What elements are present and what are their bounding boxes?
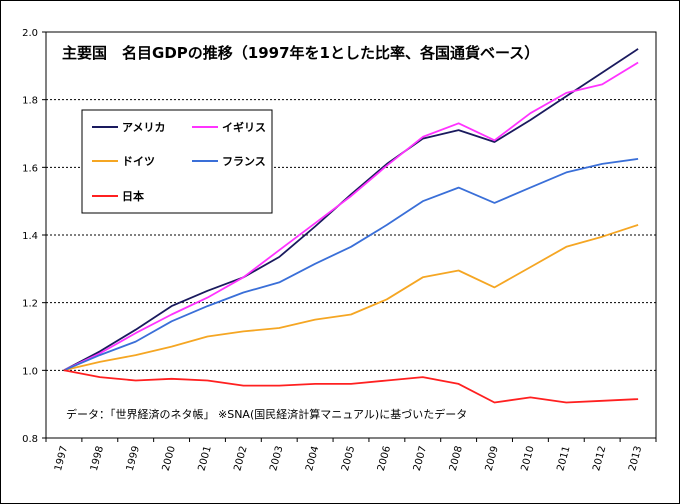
x-tick-label: 1998	[89, 445, 106, 472]
x-tick-label: 2011	[555, 445, 572, 472]
series-line	[63, 48, 639, 372]
series-line	[63, 369, 639, 404]
y-tick-label: 1.2	[22, 299, 38, 310]
x-tick-label: 1997	[53, 445, 70, 472]
legend-label: ドイツ	[122, 155, 155, 168]
series-line	[63, 61, 639, 372]
legend-label: イギリス	[222, 120, 266, 134]
y-axis-ticks: 2.0 1.8 1.6 1.4 1.2 1.0 0.8	[22, 28, 46, 445]
series-lines	[63, 48, 639, 404]
legend-label: フランス	[222, 155, 266, 168]
x-tick-label: 2001	[197, 445, 214, 472]
y-tick-label: 1.4	[22, 231, 38, 242]
y-tick-label: 1.8	[22, 96, 38, 107]
y-tick-label: 1.6	[22, 163, 38, 174]
x-tick-label: 2008	[448, 445, 465, 472]
chart-title: 主要国 名目GDPの推移（1997年を1とした比率、各国通貨ベース）	[62, 44, 539, 62]
y-tick-label: 2.0	[22, 28, 38, 39]
series-line	[63, 158, 639, 372]
x-axis-ticks: 1997 1998 1999 2000 2001 2002 2003 2004 2005 2006…	[45, 438, 657, 472]
x-tick-label: 2004	[304, 445, 321, 472]
x-tick-label: 2003	[268, 445, 285, 472]
x-tick-label: 2002	[232, 445, 249, 472]
y-tick-label: 1.0	[22, 366, 38, 377]
x-tick-label: 2012	[591, 445, 608, 472]
x-tick-label: 2009	[484, 445, 501, 472]
x-tick-label: 2006	[376, 445, 393, 472]
x-tick-label: 2013	[627, 445, 644, 472]
x-tick-label: 2010	[519, 445, 536, 472]
data-source-note: データ：「世界経済のネタ帳」 ※SNA(国民経済計算マニュアル)に基づいたデータ	[66, 407, 467, 421]
x-tick-label: 1999	[125, 445, 142, 472]
legend-label: 日本	[122, 189, 144, 203]
x-tick-label: 2005	[340, 445, 357, 472]
x-tick-label: 2000	[161, 445, 178, 472]
x-tick-label: 2007	[412, 445, 429, 472]
y-tick-label: 0.8	[22, 434, 38, 445]
series-line	[63, 224, 639, 372]
legend-label: アメリカ	[122, 121, 165, 134]
